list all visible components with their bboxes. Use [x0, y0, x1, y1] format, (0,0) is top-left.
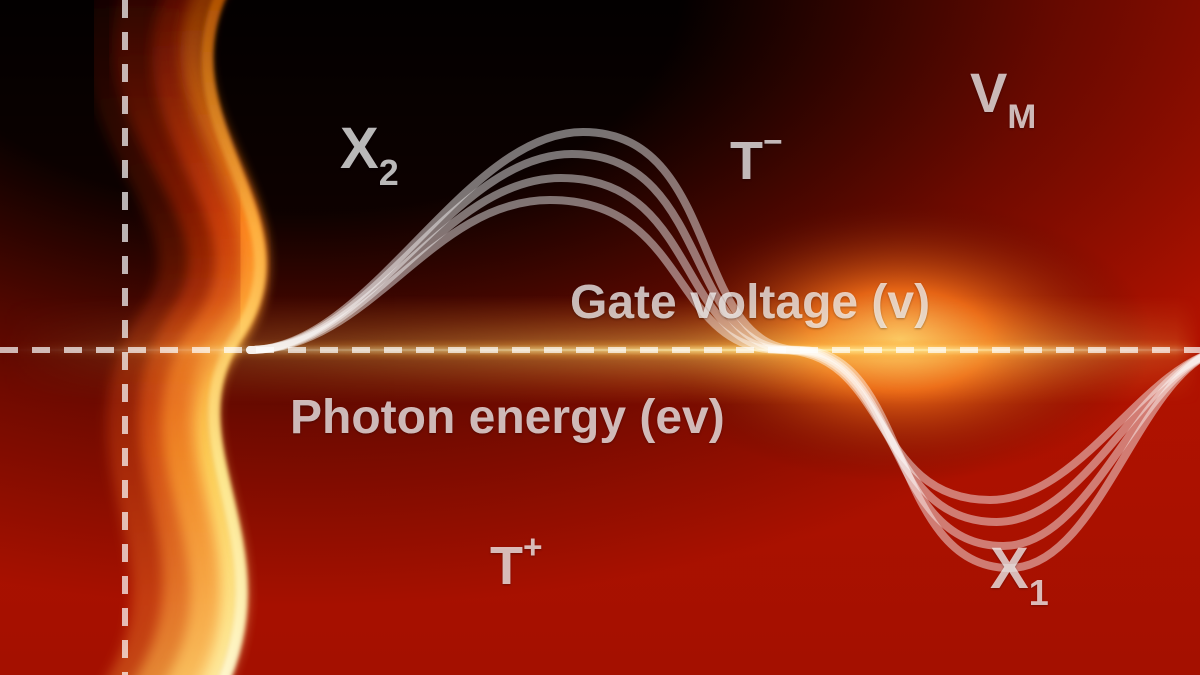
diagram-stage: X2T−VMGate voltage (v)Photon energy (ev)… [0, 0, 1200, 675]
axes-layer [0, 0, 1200, 675]
